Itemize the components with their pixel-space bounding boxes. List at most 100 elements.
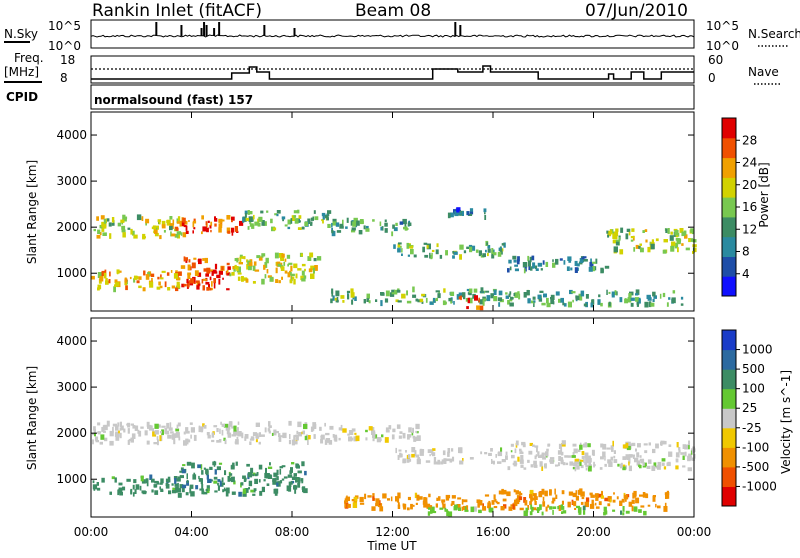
scatter-cell <box>300 478 304 482</box>
velocity-colorbar-label: Velocity [m s^-1] <box>779 370 793 474</box>
scatter-cell <box>590 258 592 264</box>
scatter-cell <box>591 449 595 456</box>
scatter-cell <box>662 249 667 254</box>
scatter-cell <box>572 492 577 498</box>
scatter-cell <box>132 492 135 497</box>
scatter-cell <box>397 300 402 303</box>
scatter-cell <box>277 481 280 484</box>
scatter-cell <box>668 451 673 457</box>
scatter-cell <box>242 217 245 223</box>
scatter-cell <box>458 292 463 297</box>
scatter-cell <box>161 429 164 436</box>
scatter-cell <box>493 289 497 295</box>
scatter-cell <box>642 462 645 466</box>
scatter-cell <box>169 216 173 220</box>
scatter-cell <box>619 297 623 303</box>
scatter-cell <box>226 215 231 220</box>
scatter-cell <box>428 449 433 454</box>
scatter-cell <box>452 255 455 259</box>
time-axis: 00:00 04:00 08:00 12:00 16:00 20:00 00:00 <box>74 112 711 539</box>
scatter-cell <box>403 503 407 510</box>
scatter-cell <box>409 245 414 249</box>
nave-tick-low: 0 <box>708 71 716 85</box>
scatter-cell <box>248 487 250 490</box>
scatter-cell <box>668 444 672 447</box>
scatter-cell <box>487 248 491 253</box>
scatter-cell <box>487 253 489 257</box>
scatter-cell <box>395 222 398 226</box>
scatter-cell <box>470 506 475 513</box>
scatter-cell <box>213 282 216 289</box>
scatter-cell <box>346 495 348 501</box>
scatter-cell <box>300 253 303 257</box>
scatter-cell <box>185 427 189 432</box>
scatter-cell <box>572 467 575 470</box>
scatter-cell <box>546 448 549 452</box>
scatter-cell <box>367 495 372 498</box>
scatter-cell <box>313 267 315 274</box>
scatter-cell <box>252 432 258 436</box>
scatter-cell <box>187 281 190 288</box>
scatter-cell <box>226 227 231 234</box>
scatter-cell <box>534 455 537 460</box>
scatter-cell <box>282 432 287 439</box>
scatter-cell <box>562 302 565 306</box>
scatter-cell <box>353 496 358 502</box>
scatter-cell <box>651 465 656 471</box>
scatter-cell <box>202 226 207 232</box>
scatter-cell <box>600 443 604 448</box>
scatter-cell <box>382 493 387 499</box>
scatter-cell <box>541 488 545 495</box>
scatter-cell <box>571 291 576 294</box>
scatter-cell <box>159 482 163 485</box>
scatter-cell <box>532 262 536 269</box>
scatter-cell <box>408 427 412 433</box>
scatter-cell <box>101 427 105 432</box>
scatter-cell <box>628 454 633 458</box>
scatter-cell <box>509 266 512 271</box>
scatter-cell <box>259 490 263 496</box>
scatter-cell <box>206 267 211 274</box>
scatter-cell <box>467 297 470 304</box>
scatter-cell <box>454 210 459 217</box>
scatter-cell <box>103 437 108 442</box>
scatter-cell <box>662 440 667 445</box>
scatter-cell <box>185 492 189 496</box>
noise-sky-trace <box>90 34 695 38</box>
scatter-cell <box>604 463 607 467</box>
scatter-cell <box>142 491 147 494</box>
scatter-cell <box>286 254 291 259</box>
scatter-cell <box>233 425 237 432</box>
scatter-cell <box>288 439 292 445</box>
scatter-cell <box>310 217 314 221</box>
scatter-cell <box>432 511 437 514</box>
scatter-cell <box>606 289 608 295</box>
scatter-cell <box>241 256 246 259</box>
scatter-cell <box>381 226 384 231</box>
scatter-cell <box>445 497 450 501</box>
scatter-cell <box>274 252 279 259</box>
scatter-cell <box>527 505 530 510</box>
scatter-cell <box>403 226 406 230</box>
scatter-cell <box>558 443 562 449</box>
scatter-cell <box>583 259 588 262</box>
scatter-cell <box>115 435 120 441</box>
scatter-cell <box>226 487 230 494</box>
scatter-cell <box>692 230 695 235</box>
scatter-cell <box>298 432 302 437</box>
scatter-cell <box>209 276 212 281</box>
scatter-cell <box>649 241 652 246</box>
scatter-cell <box>500 249 503 255</box>
scatter-cell <box>280 266 285 271</box>
colorbar-swatch <box>722 447 736 468</box>
scatter-cell <box>636 303 639 307</box>
scatter-cell <box>359 496 364 503</box>
scatter-cell <box>569 461 574 466</box>
scatter-cell <box>248 216 253 222</box>
scatter-cell <box>290 218 293 224</box>
noise-right-tick-low: 10^0 <box>706 39 739 53</box>
scatter-cell <box>332 295 335 301</box>
scatter-cell <box>639 494 644 497</box>
scatter-cell <box>630 302 634 307</box>
